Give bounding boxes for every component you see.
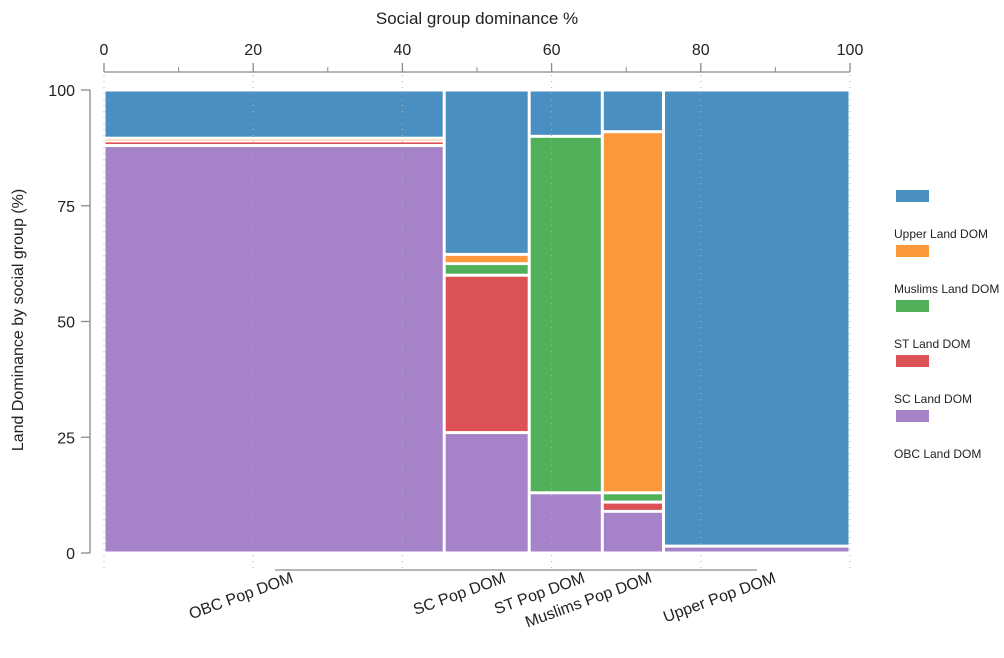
tile-muslims-pop-dom-sc-land-dom (603, 503, 662, 510)
legend-swatch-4 (896, 410, 929, 422)
tile-sc-pop-dom-upper-land-dom (445, 91, 528, 253)
legend-swatch-2 (896, 300, 929, 312)
legend-label-obc-land-dom: OBC Land DOM (894, 447, 981, 461)
category-label-upper-pop-dom: Upper Pop DOM (661, 570, 778, 626)
tile-upper-pop-dom-obc-land-dom (665, 547, 849, 552)
legend-swatch-0 (896, 190, 929, 202)
x-tick-label-60: 60 (543, 42, 561, 59)
y-tick-label-50: 50 (57, 315, 75, 332)
tile-obc-pop-dom-obc-land-dom (105, 147, 443, 552)
tile-muslims-pop-dom-st-land-dom (603, 494, 662, 501)
legend-label-muslims-land-dom: Muslims Land DOM (894, 282, 999, 296)
tile-sc-pop-dom-sc-land-dom (445, 276, 528, 432)
legend-label-st-land-dom: ST Land DOM (894, 337, 970, 351)
tile-sc-pop-dom-obc-land-dom (445, 434, 528, 552)
y-tick-label-0: 0 (66, 546, 75, 563)
x-tick-label-0: 0 (100, 42, 109, 59)
tile-obc-pop-dom-muslims-land-dom (105, 139, 443, 141)
tile-obc-pop-dom-sc-land-dom (105, 142, 443, 144)
y-tick-label-100: 100 (48, 83, 75, 100)
x-tick-label-20: 20 (244, 42, 262, 59)
y-tick-label-75: 75 (57, 199, 75, 216)
category-label-obc-pop-dom: OBC Pop DOM (187, 570, 296, 623)
tile-muslims-pop-dom-upper-land-dom (603, 91, 662, 131)
legend-swatch-3 (896, 355, 929, 367)
tiles-layer (105, 91, 849, 552)
x-tick-label-40: 40 (394, 42, 412, 59)
category-label-sc-pop-dom: SC Pop DOM (411, 570, 508, 619)
axes-layer: 0 20 40 60 80 100 0 25 50 75 100 (48, 42, 863, 573)
y-axis-title: Land Dominance by social group (%) (10, 189, 27, 451)
tile-obc-pop-dom-upper-land-dom (105, 91, 443, 137)
x-tick-label-100: 100 (837, 42, 864, 59)
x-tick-label-80: 80 (692, 42, 710, 59)
x-axis-title: Social group dominance % (376, 9, 578, 28)
tile-st-pop-dom-obc-land-dom (530, 494, 601, 552)
tile-muslims-pop-dom-muslims-land-dom (603, 133, 662, 492)
legend-label-sc-land-dom: SC Land DOM (894, 392, 972, 406)
tile-muslims-pop-dom-obc-land-dom (603, 512, 662, 552)
tile-sc-pop-dom-muslims-land-dom (445, 255, 528, 263)
legend: Upper Land DOM Muslims Land DOM ST Land DO… (894, 190, 999, 461)
tile-st-pop-dom-st-land-dom (530, 137, 601, 492)
tile-st-pop-dom-upper-land-dom (530, 91, 601, 135)
y-tick-label-25: 25 (57, 430, 75, 447)
tile-sc-pop-dom-st-land-dom (445, 265, 528, 274)
legend-swatch-1 (896, 245, 929, 257)
tile-upper-pop-dom-upper-land-dom (665, 91, 849, 545)
legend-label-upper-land-dom: Upper Land DOM (894, 227, 988, 241)
